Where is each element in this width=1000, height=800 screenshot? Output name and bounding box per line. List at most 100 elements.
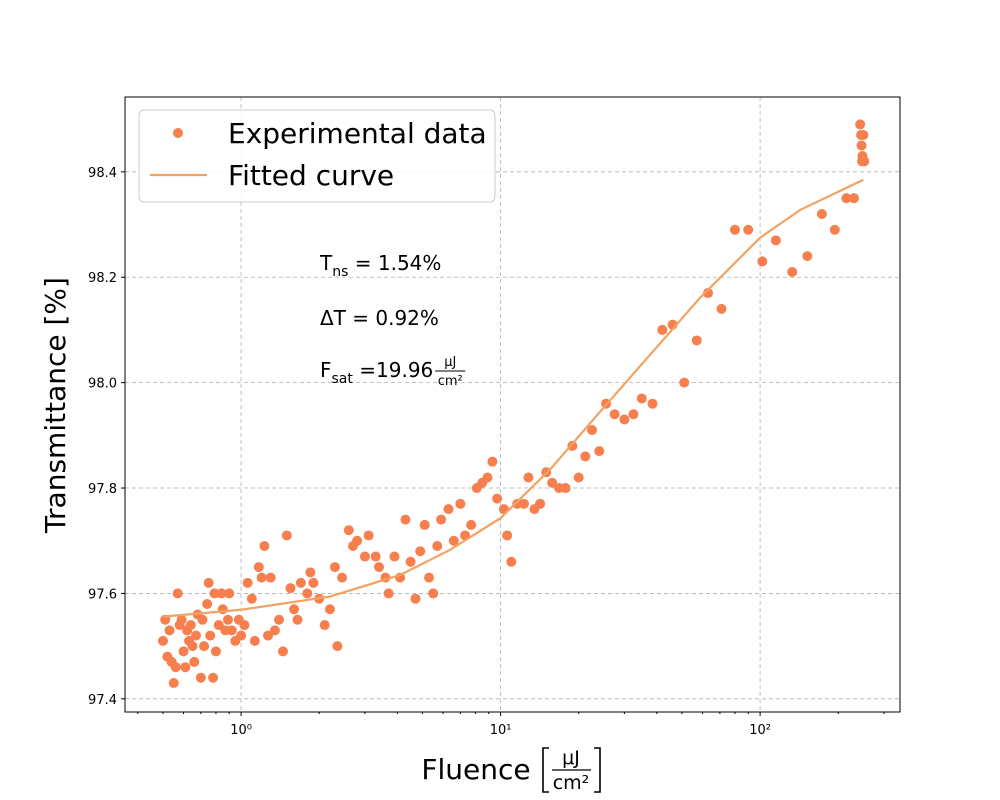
data-point [274, 614, 285, 625]
bracket-left [542, 747, 549, 793]
data-point [855, 119, 866, 130]
legend: Experimental data Fitted curve [150, 117, 487, 192]
data-point [716, 303, 727, 314]
data-point [176, 614, 187, 625]
data-point [285, 583, 296, 594]
data-point [205, 630, 216, 641]
data-point [729, 224, 740, 235]
data-point [209, 588, 220, 599]
data-point [636, 393, 647, 404]
data-point [249, 635, 260, 646]
data-point [265, 572, 276, 583]
data-point [289, 604, 300, 615]
data-point [157, 635, 168, 646]
data-point [487, 456, 498, 467]
data-point [246, 593, 257, 604]
annotation-sub: sat [332, 371, 354, 387]
data-point [269, 625, 280, 636]
y-tick-label: 98.0 [88, 377, 117, 392]
data-point [609, 409, 620, 420]
data-point [502, 530, 513, 541]
data-point [848, 193, 859, 204]
data-point [628, 409, 639, 420]
data-point [547, 477, 558, 488]
data-point [594, 446, 605, 457]
legend-marker [173, 128, 183, 138]
data-point [199, 641, 210, 652]
data-point [466, 519, 477, 530]
data-point [691, 335, 702, 346]
data-point [236, 630, 247, 641]
data-point [319, 620, 330, 631]
data-point [455, 498, 466, 509]
legend-box [138, 109, 496, 203]
y-tick-label: 97.6 [88, 587, 117, 602]
data-point [856, 140, 867, 151]
y-tick-label: 98.2 [88, 271, 117, 286]
data-point [586, 425, 597, 436]
annotation-tail: =19.96 [353, 358, 433, 382]
data-point [203, 577, 214, 588]
legend-label: Fitted curve [228, 159, 394, 192]
data-point [222, 614, 233, 625]
data-point [448, 535, 459, 546]
data-point [202, 598, 213, 609]
data-point [281, 530, 292, 541]
y-tick-label: 98.4 [88, 166, 117, 181]
data-point [410, 593, 421, 604]
data-point [208, 672, 219, 683]
annotation-tail: = 1.54% [348, 251, 441, 275]
data-point [359, 551, 370, 562]
annotation: Tns = 1.54% [319, 251, 441, 280]
data-point [253, 562, 264, 573]
data-point [185, 620, 196, 631]
data-point [743, 224, 754, 235]
data-point [302, 588, 313, 599]
data-point [787, 266, 798, 277]
x-axis-label: Fluence [421, 753, 530, 786]
annotation-sub: ns [332, 264, 348, 280]
annotation: ΔT = 0.92% [320, 306, 439, 330]
data-point [703, 288, 714, 299]
data-point [374, 562, 385, 573]
data-point [239, 620, 250, 631]
data-point [560, 483, 571, 494]
x-tick-label: 10¹ [490, 723, 512, 738]
marks-layer [157, 119, 870, 689]
data-point [180, 662, 191, 673]
annotation-main: ΔT = 0.92% [320, 306, 439, 330]
y-axis-label: Transmittance [%] [39, 277, 72, 534]
data-point [172, 588, 183, 599]
data-point [419, 519, 430, 530]
data-point [841, 193, 852, 204]
data-point [482, 472, 493, 483]
ticks-layer: 10⁰ 10¹ 10² 97.4 97.6 97.8 98.0 98.2 98.4 [88, 166, 885, 738]
data-point [332, 641, 343, 652]
data-point [436, 514, 447, 525]
bracket-right [594, 747, 601, 793]
annotations: Tns = 1.54% ΔT = 0.92% Fsat =19.96 μJ cm² [319, 251, 466, 389]
data-point [580, 451, 591, 462]
data-point [195, 672, 206, 683]
data-point [170, 662, 181, 673]
data-point [400, 514, 411, 525]
annotation-numerator: μJ [444, 355, 456, 370]
y-tick-label: 97.4 [88, 693, 117, 708]
data-point [210, 646, 221, 657]
data-point [224, 588, 235, 599]
data-point [679, 377, 690, 388]
data-point [324, 604, 335, 615]
data-point [263, 630, 274, 641]
data-point [428, 588, 439, 599]
data-point [443, 504, 454, 515]
data-point [535, 498, 546, 509]
annotation-main: T [319, 251, 333, 275]
legend-label: Experimental data [228, 117, 487, 150]
data-point [370, 551, 381, 562]
data-point [308, 577, 319, 588]
data-point [829, 224, 840, 235]
data-point [213, 620, 224, 631]
annotation-denominator: cm² [438, 374, 463, 389]
data-point [189, 656, 200, 667]
